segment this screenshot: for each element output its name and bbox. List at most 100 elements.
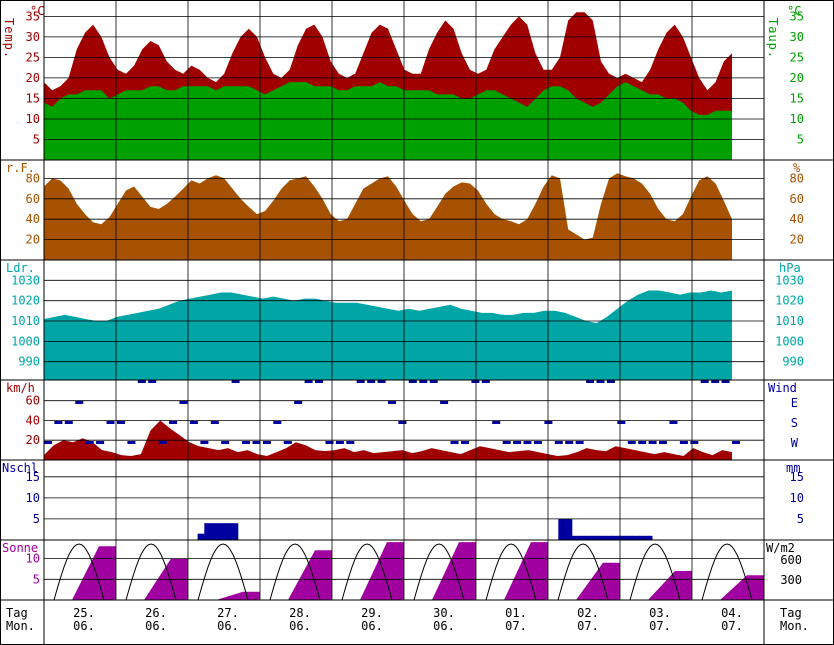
- series-area-2-0: [44, 290, 732, 380]
- wind-dir-mark: [294, 401, 303, 404]
- y-tick-label-right: 5: [797, 133, 804, 147]
- wind-dir-mark: [242, 441, 251, 444]
- wind-dir-mark: [85, 441, 94, 444]
- x-axis-row1-label-right: Tag: [780, 606, 802, 620]
- wind-dir-mark: [565, 441, 574, 444]
- x-month-label: 07.: [721, 619, 743, 633]
- x-axis-row2-label: Mon.: [6, 619, 35, 633]
- rain-bar: [625, 535, 633, 540]
- wind-dir-mark: [502, 441, 511, 444]
- wind-dir-mark: [513, 441, 522, 444]
- radiation-curve: [629, 543, 681, 601]
- x-axis-row2-label-right: Mon.: [780, 619, 809, 633]
- wind-dir-mark: [606, 380, 615, 383]
- wind-speed-axis-label: km/h: [6, 381, 35, 395]
- sun-area: [72, 546, 116, 600]
- wind-dir-mark: [96, 441, 105, 444]
- rain-unit-right: mm: [786, 461, 800, 475]
- y-tick-label-right: 25: [790, 50, 804, 64]
- wind-dir-mark: [398, 421, 407, 424]
- temp-axis-label: Temp.: [2, 18, 16, 59]
- radiation-curve: [701, 543, 753, 601]
- wind-dir-mark: [669, 421, 678, 424]
- temp-unit-left: °C: [30, 4, 44, 18]
- y-tick-label-right: 990: [782, 355, 804, 369]
- y-tick-label-left: 10: [26, 552, 40, 566]
- wind-dir-mark: [200, 441, 209, 444]
- rh-unit-right: %: [793, 161, 801, 175]
- wind-dir-mark: [127, 441, 136, 444]
- wind-dir-mark: [54, 421, 63, 424]
- x-month-label: 06.: [217, 619, 239, 633]
- sun-area: [288, 550, 332, 600]
- wind-dir-mark: [221, 441, 230, 444]
- wind-dir-mark: [575, 441, 584, 444]
- rh-axis-label: r.F.: [6, 161, 35, 175]
- x-day-label: 01.: [505, 606, 527, 620]
- wind-dir-mark: [533, 441, 542, 444]
- rain-bar: [645, 535, 653, 540]
- wind-dir-mark: [638, 441, 647, 444]
- rain-bar: [558, 518, 566, 540]
- wind-dir-mark: [158, 441, 167, 444]
- wind-dir-mark: [304, 380, 313, 383]
- rain-bar: [611, 535, 620, 540]
- radiation-curve: [557, 543, 609, 601]
- wind-dir-mark: [440, 401, 449, 404]
- wind-dir-mark: [690, 441, 699, 444]
- x-month-label: 07.: [649, 619, 671, 633]
- y-tick-label-left: 80: [26, 171, 40, 185]
- radiation-curve: [197, 543, 249, 601]
- rain-bar: [231, 523, 239, 540]
- wind-dir-mark: [544, 421, 553, 424]
- x-day-label: 25.: [73, 606, 95, 620]
- wind-dir-mark: [356, 380, 365, 383]
- y-tick-label-right: 1010: [775, 314, 804, 328]
- sun-area: [504, 542, 548, 600]
- wind-dir-mark: [586, 380, 595, 383]
- y-tick-label-right: 20: [790, 71, 804, 85]
- wind-dir-axis-label: Wind: [768, 381, 797, 395]
- x-day-label: 03.: [649, 606, 671, 620]
- x-day-label: 28.: [289, 606, 311, 620]
- rain-bar: [591, 535, 599, 540]
- y-tick-label-right: 1030: [775, 273, 804, 287]
- wind-dir-mark: [648, 441, 657, 444]
- wind-dir-mark: [523, 441, 532, 444]
- x-axis: 25.06.26.06.27.06.28.06.29.06.30.06.01.0…: [73, 606, 743, 633]
- wind-dir-mark: [721, 380, 730, 383]
- wind-dir-mark: [617, 421, 626, 424]
- wind-dir-mark: [408, 380, 417, 383]
- y-tick-label-right: 80: [790, 171, 804, 185]
- y-tick-label-left: 20: [26, 71, 40, 85]
- x-axis-row1-label: Tag: [6, 606, 28, 620]
- rain-bar: [585, 535, 593, 540]
- y-tick-label-left: 1010: [11, 314, 40, 328]
- y-tick-label-right: 5: [797, 512, 804, 526]
- y-tick-label-left: 15: [26, 92, 40, 106]
- wind-dir-mark: [335, 441, 344, 444]
- y-tick-label-left: 20: [26, 433, 40, 447]
- x-month-label: 06.: [433, 619, 455, 633]
- sun-right-tick: 300: [780, 573, 802, 587]
- wind-dir-mark: [273, 421, 282, 424]
- y-tick-label-right: 35: [790, 9, 804, 23]
- rain-bar: [211, 523, 219, 540]
- plot-areas: [44, 12, 764, 601]
- wind-dir-mark: [346, 441, 355, 444]
- radiation-curve: [53, 543, 105, 601]
- y-tick-label-left: 5: [33, 512, 40, 526]
- sun-area: [432, 542, 476, 600]
- radiation-curve: [485, 543, 537, 601]
- y-tick-label-right: 10: [790, 491, 804, 505]
- x-month-label: 06.: [73, 619, 95, 633]
- y-tick-label-left: 60: [26, 192, 40, 206]
- wind-dir-mark: [461, 441, 469, 444]
- y-tick-label-left: 10: [26, 491, 40, 505]
- wind-dir-mark: [262, 441, 271, 444]
- rain-bar: [224, 523, 232, 540]
- y-tick-label-left: 60: [26, 394, 40, 408]
- rain-bar: [197, 533, 205, 540]
